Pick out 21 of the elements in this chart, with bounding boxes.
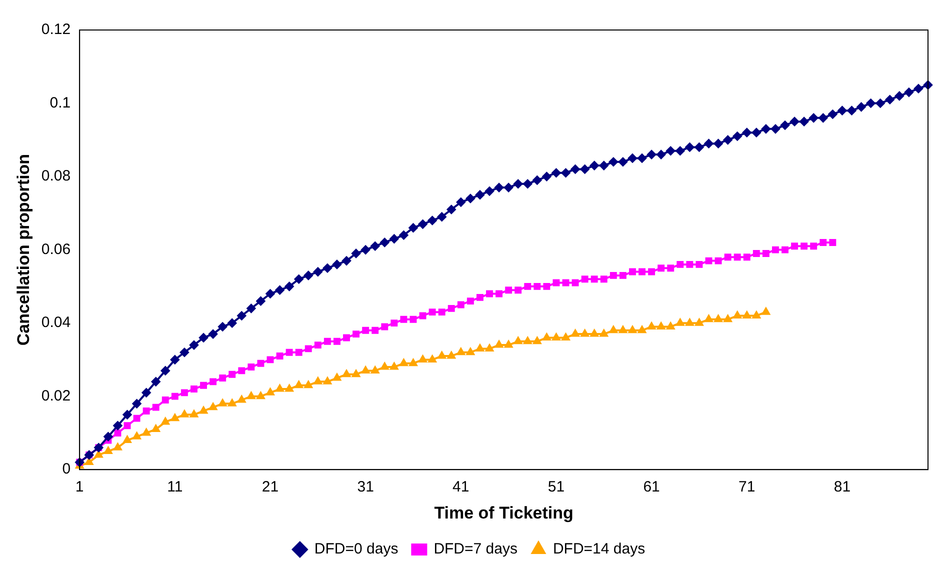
x-tick-label: 81	[834, 478, 851, 496]
y-tick-label: 0	[62, 460, 71, 478]
x-tick-label: 71	[738, 478, 756, 496]
y-tick-label: 0.06	[41, 240, 71, 258]
legend-label: DFD=0 days	[314, 540, 398, 558]
y-tick-label: 0.04	[41, 314, 71, 332]
legend-label: DFD=7 days	[434, 540, 518, 558]
x-tick-label: 31	[357, 478, 374, 496]
y-tick-label: 0.02	[41, 387, 71, 404]
x-tick-label: 61	[643, 478, 660, 496]
x-tick-label: 1	[75, 478, 84, 496]
y-tick-label: 0.12	[41, 21, 71, 38]
x-tick-label: 41	[452, 478, 470, 496]
y-tick-label: 0.1	[50, 94, 71, 112]
x-axis-title: Time of Ticketing	[434, 503, 574, 522]
legend-label: DFD=14 days	[552, 540, 646, 558]
x-tick-label: 51	[548, 478, 565, 496]
x-tick-label: 21	[262, 478, 279, 496]
x-tick-label: 11	[167, 478, 183, 496]
y-tick-label: 0.08	[41, 168, 71, 185]
y-axis-title: Cancellation proportion	[14, 154, 33, 346]
